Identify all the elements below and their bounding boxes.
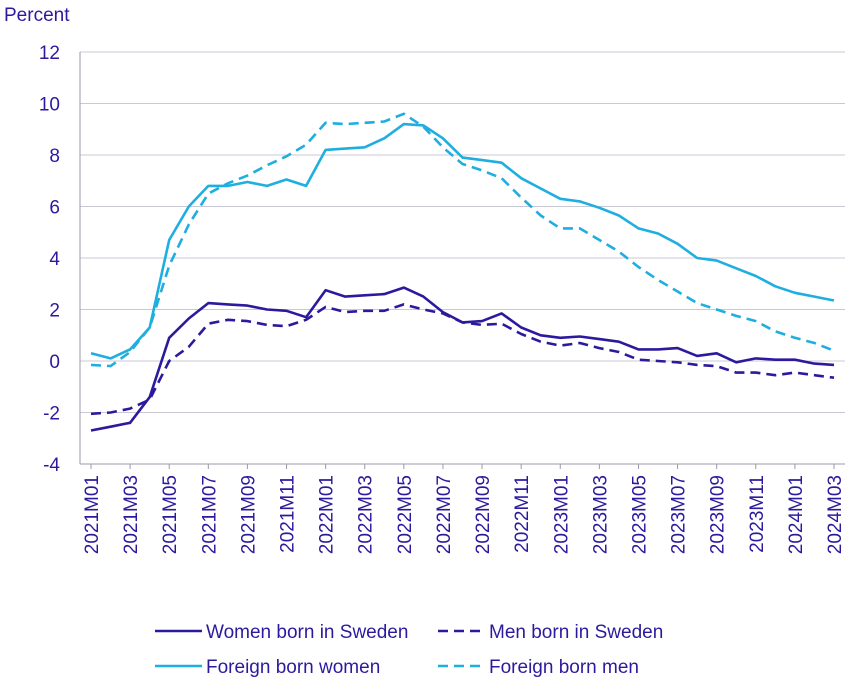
x-tick-label: 2022M03	[356, 475, 377, 554]
y-tick-label: 10	[39, 95, 60, 116]
x-tick-label: 2022M05	[395, 475, 416, 554]
axes	[79, 52, 845, 469]
legend-label-foreign-born-men: Foreign born men	[489, 657, 639, 678]
x-tick-label: 2023M03	[590, 475, 611, 554]
x-tick-label: 2022M09	[473, 475, 494, 554]
legend-label-men-born-in-sweden: Men born in Sweden	[489, 622, 663, 643]
y-tick-label: 0	[49, 352, 60, 373]
x-tick-label: 2023M07	[669, 475, 690, 554]
y-tick-label: 4	[49, 249, 60, 270]
series-line-men-born-in-sweden	[90, 303, 835, 416]
x-tick-labels: 2021M01 2021M03 2021M05 2021M07 2021M09 2021M…	[82, 475, 846, 554]
x-tick-label: 2021M09	[238, 475, 259, 554]
y-tick-label: 8	[49, 146, 60, 167]
x-tick-label: 2022M07	[434, 475, 455, 554]
gridlines	[80, 51, 845, 413]
x-tick-label: 2021M05	[160, 475, 181, 554]
x-tick-label: 2024M01	[786, 475, 807, 554]
legend: Women born in Sweden Men born in Sweden Fo…	[155, 622, 663, 678]
x-tick-label: 2021M03	[121, 475, 142, 554]
y-axis-label: Percent	[4, 5, 70, 26]
x-tick-label: 2022M11	[512, 475, 533, 553]
x-tick-label: 2023M05	[629, 475, 650, 554]
y-tick-label: 12	[39, 43, 60, 64]
series-lines	[90, 112, 835, 432]
y-tick-label: -4	[43, 455, 60, 476]
x-tick-label: 2022M01	[317, 475, 338, 554]
series-line-foreign-born-men	[90, 112, 835, 368]
legend-label-women-born-in-sweden: Women born in Sweden	[206, 622, 408, 643]
y-tick-labels: -4 -2 0 2 4 6 8 10 12	[39, 43, 61, 476]
x-tick-label: 2024M03	[825, 475, 846, 554]
series-line-foreign-born-women	[90, 122, 835, 360]
x-tick-label: 2023M01	[551, 475, 572, 554]
x-tick-label: 2023M11	[747, 475, 768, 553]
x-tick-label: 2021M07	[199, 475, 220, 554]
x-tick-label: 2021M11	[278, 475, 299, 553]
y-tick-label: 6	[49, 198, 60, 219]
x-tick-label: 2023M09	[708, 475, 729, 554]
legend-label-foreign-born-women: Foreign born women	[206, 657, 380, 678]
y-tick-label: -2	[43, 404, 60, 425]
y-tick-label: 2	[49, 301, 60, 322]
x-tick-label: 2021M01	[82, 475, 103, 554]
